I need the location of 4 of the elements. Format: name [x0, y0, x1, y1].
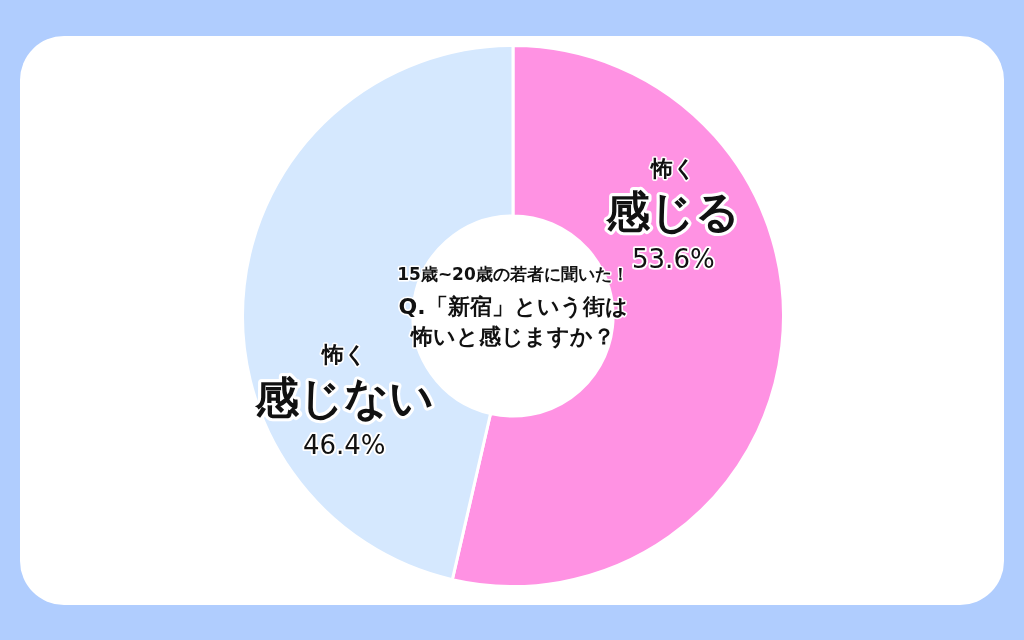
data-label: 46.4% [302, 430, 386, 461]
slice-label: 怖く感じる [605, 156, 741, 237]
data-label: 53.6% [632, 244, 715, 275]
text: 15歳~20歳の若者に聞いた！ [397, 264, 629, 285]
